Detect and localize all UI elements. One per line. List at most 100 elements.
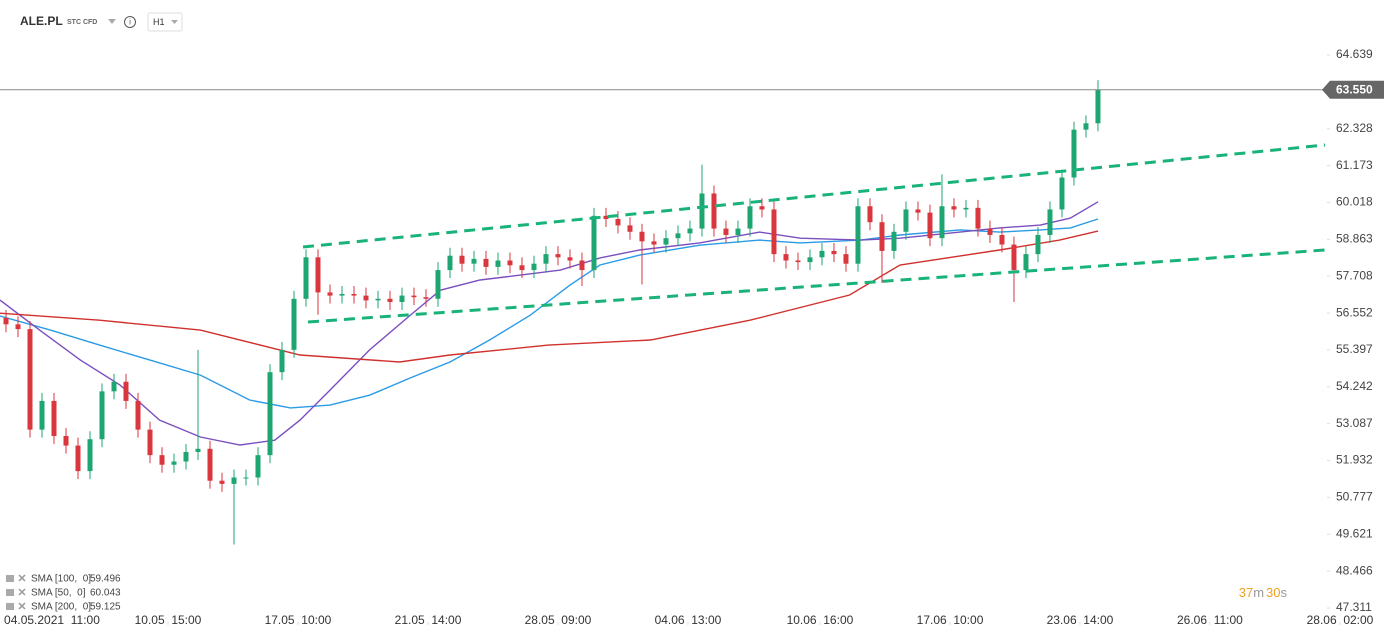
candle-body — [447, 255, 453, 271]
y-tick-label: 55.397 — [1336, 342, 1373, 356]
candle-body — [1023, 254, 1029, 271]
interval: H1 — [153, 17, 165, 27]
candle-body — [915, 209, 921, 213]
y-tick-label: 47.311 — [1336, 600, 1372, 614]
candle-body — [531, 263, 537, 271]
candle-body — [507, 260, 513, 266]
candle-body — [867, 206, 873, 223]
candle-body — [195, 448, 201, 452]
candle-body — [483, 258, 489, 267]
candle-body — [75, 445, 81, 472]
legend-value: 59.125 — [90, 602, 121, 613]
legend-value: 59.496 — [90, 574, 121, 585]
legend-name: SMA [100, 0] — [31, 574, 91, 585]
candle-body — [975, 207, 981, 229]
symbol[interactable]: ALE.PL — [20, 14, 63, 28]
candle-body — [855, 206, 861, 264]
y-tick-label: 48.466 — [1336, 563, 1373, 577]
candle-body — [1083, 123, 1089, 130]
candle-body — [219, 480, 225, 484]
candle-body — [459, 255, 465, 264]
y-tick-label: 50.777 — [1336, 490, 1373, 504]
candle-body — [543, 254, 549, 264]
candle-body — [831, 250, 837, 255]
candle-body — [495, 260, 501, 267]
y-tick-label: 56.552 — [1336, 305, 1373, 319]
info-icon[interactable] — [124, 16, 136, 28]
interval-select[interactable] — [147, 12, 183, 32]
candle-body — [387, 298, 393, 302]
candle-body — [759, 206, 765, 210]
candle-body — [267, 372, 273, 456]
candle-body — [1071, 129, 1077, 178]
candle-body — [327, 292, 333, 296]
trend-line-lower — [307, 248, 1326, 324]
y-tick-label: 53.087 — [1336, 416, 1373, 430]
candle-body — [555, 254, 561, 258]
y-tick-label: 62.328 — [1336, 121, 1373, 135]
y-tick-label: 57.708 — [1336, 268, 1373, 282]
candle-body — [579, 260, 585, 271]
legend-icon — [6, 603, 14, 610]
candle-body — [951, 206, 957, 210]
candle-body — [471, 258, 477, 264]
candle-body — [3, 317, 9, 325]
candle-body — [435, 270, 441, 299]
candle-body — [255, 455, 261, 478]
candle-body — [363, 295, 369, 301]
candle-body — [1035, 234, 1041, 255]
candle-body — [39, 400, 45, 430]
candle-body — [927, 212, 933, 239]
x-tick-label: 23.06 14:00 — [1047, 613, 1114, 627]
candle-body — [723, 228, 729, 235]
countdown-unit: s — [1281, 585, 1288, 600]
candle-body — [615, 219, 621, 226]
legend-name: SMA [200, 0] — [31, 602, 91, 613]
candle-body — [87, 439, 93, 472]
candle-body — [639, 231, 645, 242]
sma-line — [0, 218, 1099, 409]
candle-body — [171, 461, 177, 465]
candle-body — [231, 477, 237, 484]
candle-body — [303, 257, 309, 299]
y-tick-label: 58.863 — [1336, 232, 1373, 246]
candle-body — [699, 193, 705, 229]
candle-body — [399, 295, 405, 302]
candle-body — [795, 260, 801, 263]
candle-body — [627, 225, 633, 232]
last-price-tag — [1322, 80, 1384, 99]
sma-line — [0, 201, 1099, 446]
x-tick-label: 10.05 15:00 — [135, 613, 202, 627]
candle-body — [27, 329, 33, 430]
candle-body — [687, 228, 693, 234]
trend-line-upper — [302, 143, 1326, 249]
candle-body — [987, 228, 993, 235]
candle-body — [783, 254, 789, 261]
countdown: 37m 30s — [1239, 585, 1288, 600]
candle-body — [771, 209, 777, 255]
candle-body — [891, 231, 897, 251]
dropdown-arrow[interactable] — [108, 19, 116, 24]
candle-body — [963, 207, 969, 210]
x-tick-label: 21.05 14:00 — [395, 613, 462, 627]
x-tick-label: 28.06 02:00 — [1307, 613, 1374, 627]
candle-body — [423, 297, 429, 299]
candle-body — [279, 349, 285, 373]
candle-body — [147, 429, 153, 456]
candle-body — [135, 400, 141, 430]
legend-remove — [18, 588, 26, 596]
x-tick-label: 26.06 11:00 — [1177, 613, 1243, 627]
x-tick-label: 17.06 10:00 — [917, 613, 984, 627]
countdown-seconds: 30 — [1266, 585, 1280, 600]
candle-body — [663, 238, 669, 245]
candle-body — [375, 298, 381, 301]
candle-body — [843, 254, 849, 264]
candle-body — [1059, 177, 1065, 210]
candle-body — [999, 234, 1005, 245]
legend-icon — [6, 589, 14, 596]
y-tick-label: 51.932 — [1336, 453, 1373, 467]
x-tick-label: 28.05 09:00 — [525, 613, 592, 627]
candle-body — [1095, 89, 1101, 124]
y-tick-label: 49.621 — [1336, 526, 1373, 540]
